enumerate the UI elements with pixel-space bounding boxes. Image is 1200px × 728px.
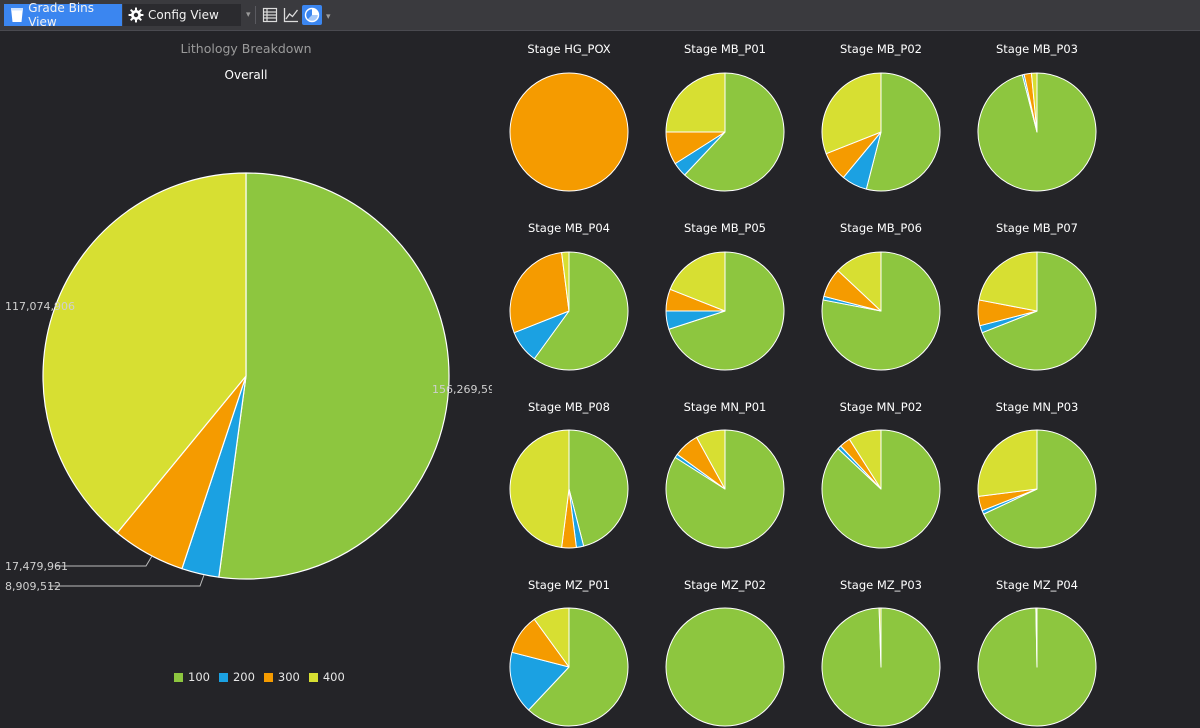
stage-pie-title: Stage MB_P08 — [527, 400, 611, 414]
overall-pie-chart: 156,269,598 8,909,512 17,479,961 117,074,90… — [5, 172, 492, 593]
legend-swatch — [263, 672, 273, 682]
legend-swatch — [308, 672, 318, 682]
stage-pie-title: Stage MB_P04 — [527, 221, 611, 235]
pie-slice-400[interactable] — [848, 429, 882, 490]
chart-legend: 100 200 300 400 — [174, 670, 354, 684]
stage-pie-chart[interactable] — [820, 606, 942, 728]
pie-slice-400[interactable] — [837, 251, 882, 312]
stage-pie-chart[interactable] — [820, 71, 942, 193]
legend-swatch — [174, 672, 183, 682]
pie-slice-400[interactable] — [1035, 607, 1038, 668]
stage-pie-title: Stage MB_P01 — [683, 42, 767, 56]
stage-pie-chart[interactable] — [976, 71, 1098, 193]
stage-pie-chart[interactable] — [664, 606, 786, 728]
pie-slice-400[interactable] — [1030, 72, 1038, 133]
legend-label: 100 — [188, 670, 210, 684]
pie-slice-400[interactable] — [561, 251, 570, 312]
tools-overflow-icon[interactable]: ▾ — [326, 12, 331, 22]
table-view-icon[interactable] — [260, 5, 280, 25]
pie-slice-400[interactable] — [878, 607, 882, 668]
pie-slice-100[interactable] — [533, 251, 629, 371]
pie-slice-100[interactable] — [821, 251, 941, 371]
label-leader-line — [56, 555, 153, 567]
legend-item-200[interactable]: 200 — [218, 670, 255, 684]
stage-pie-chart[interactable] — [508, 71, 630, 193]
stage-pie-title: Stage MN_P01 — [683, 400, 767, 414]
pie-slice-100[interactable] — [665, 607, 785, 727]
stage-pie-title: Stage MZ_P02 — [683, 578, 766, 592]
stage-pie-title: Stage MB_P02 — [839, 42, 923, 56]
grade-bins-icon — [8, 6, 25, 24]
legend-label: 300 — [277, 670, 300, 684]
toolbar-divider — [255, 6, 256, 24]
pie-slice-400[interactable] — [978, 251, 1038, 312]
pie-slice-100[interactable] — [981, 251, 1097, 371]
pie-slice-300[interactable] — [509, 72, 629, 192]
pie-slice-100[interactable] — [668, 251, 785, 371]
stage-pie-chart[interactable] — [976, 250, 1098, 372]
tab-config-view[interactable]: Config View — [123, 4, 241, 26]
stage-pie-chart[interactable] — [820, 428, 942, 550]
tab-overflow-icon[interactable]: ▾ — [246, 10, 251, 20]
pie-slice-100[interactable] — [568, 429, 629, 547]
pie-slice-400[interactable] — [977, 429, 1038, 497]
slice-value-label: 17,479,961 — [5, 560, 68, 573]
pie-slice-100[interactable] — [218, 172, 450, 580]
pie-slice-400[interactable] — [509, 429, 570, 549]
stage-pie-title: Stage HG_POX — [527, 42, 611, 56]
pie-slice-400[interactable] — [669, 251, 726, 312]
tab-grade-bins-view[interactable]: Grade Bins View — [4, 1, 122, 29]
legend-item-400[interactable]: 400 — [308, 670, 345, 684]
slice-value-label: 117,074,906 — [5, 300, 75, 313]
slice-value-label: 8,909,512 — [5, 580, 61, 593]
tab-label: Config View — [148, 8, 219, 22]
pie-slice-400[interactable] — [42, 172, 247, 534]
legend-label: 200 — [232, 670, 255, 684]
line-chart-icon[interactable] — [281, 5, 301, 25]
pie-slice-400[interactable] — [665, 72, 726, 133]
gear-icon — [127, 6, 145, 24]
label-leader-line — [49, 574, 205, 587]
pie-slice-100[interactable] — [684, 72, 785, 192]
pie-slice-300[interactable] — [509, 251, 570, 334]
stage-pie-title: Stage MZ_P01 — [527, 578, 610, 592]
stage-pie-title: Stage MN_P02 — [839, 400, 923, 414]
stage-pie-chart[interactable] — [664, 250, 786, 372]
slice-value-label: 156,269,598 — [432, 383, 492, 396]
pie-slice-400[interactable] — [696, 429, 726, 490]
chart-subtitle: Overall — [224, 68, 268, 82]
stage-pie-chart[interactable] — [820, 250, 942, 372]
stage-pie-title: Stage MB_P03 — [995, 42, 1079, 56]
stage-pie-chart[interactable] — [508, 606, 630, 728]
stage-pie-chart[interactable] — [976, 606, 1098, 728]
stage-pie-chart[interactable] — [664, 428, 786, 550]
stage-pie-title: Stage MB_P05 — [683, 221, 767, 235]
stage-pie-title: Stage MZ_P04 — [995, 578, 1078, 592]
stage-pie-title: Stage MB_P07 — [995, 221, 1079, 235]
pie-slice-100[interactable] — [865, 72, 941, 192]
stage-pie-chart[interactable] — [664, 71, 786, 193]
legend-item-100[interactable]: 100 — [174, 670, 210, 684]
pie-chart-icon[interactable] — [302, 5, 322, 25]
stage-pie-chart[interactable] — [976, 428, 1098, 550]
chart-title: Lithology Breakdown — [180, 41, 312, 56]
toolbar: Grade Bins View Config View ▾ — [0, 0, 1200, 31]
stage-pie-title: Stage MZ_P03 — [839, 578, 922, 592]
tab-label: Grade Bins View — [28, 1, 95, 29]
pie-slice-400[interactable] — [533, 607, 570, 668]
pie-slice-100[interactable] — [983, 429, 1097, 549]
pie-slice-400[interactable] — [821, 72, 882, 155]
stage-pie-chart[interactable] — [508, 428, 630, 550]
stage-pie-title: Stage MN_P03 — [995, 400, 1079, 414]
stage-pie-chart[interactable] — [508, 250, 630, 372]
legend-label: 400 — [322, 670, 345, 684]
stage-pie-title: Stage MB_P06 — [839, 221, 923, 235]
legend-item-300[interactable]: 300 — [263, 670, 300, 684]
legend-swatch — [218, 672, 228, 682]
